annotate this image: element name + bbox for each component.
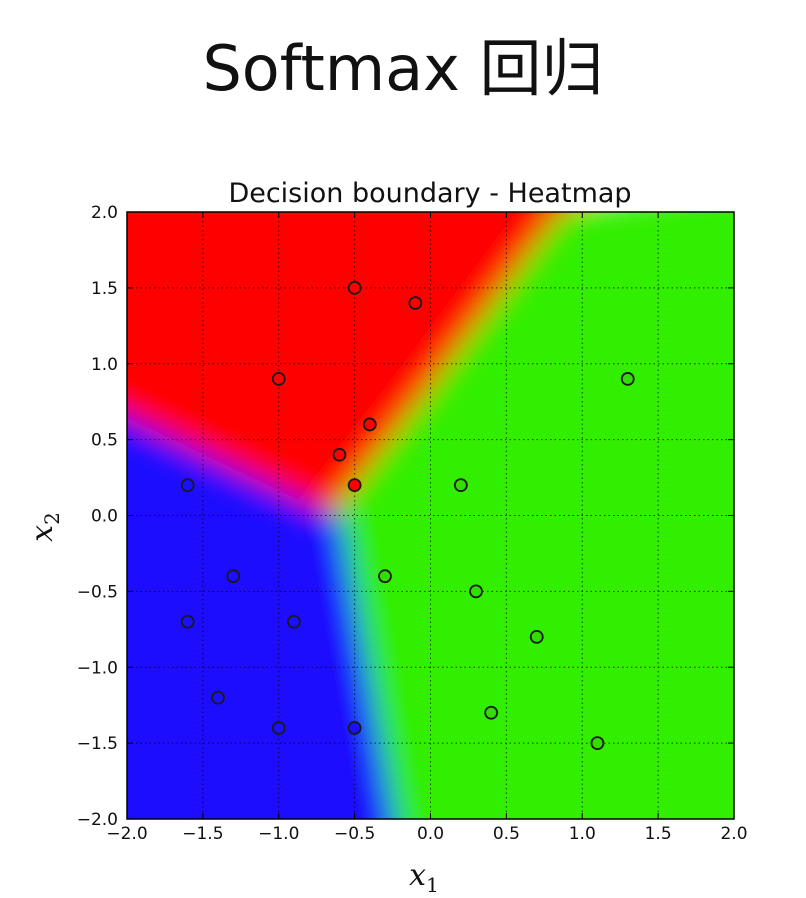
y-tick-label: −0.5	[77, 582, 118, 602]
data-point-green	[378, 569, 392, 584]
data-point-green	[453, 478, 468, 493]
y-axis-label-group: x2	[25, 512, 64, 542]
y-axis-label-sub: 2	[40, 512, 64, 525]
y-tick-label: 0.0	[91, 507, 118, 527]
x-axis-label-sub: 1	[426, 873, 439, 897]
data-point-red	[362, 417, 377, 432]
x-tick-label: 0.5	[493, 824, 520, 844]
data-point-red	[408, 296, 423, 310]
data-point-green	[484, 705, 499, 720]
data-points	[180, 280, 635, 751]
data-point-blue	[287, 614, 301, 629]
x-tick-label: 2.0	[720, 824, 747, 844]
data-point-blue	[226, 569, 241, 584]
heatmap-background	[127, 212, 734, 819]
y-tick-label: −1.0	[77, 658, 118, 678]
data-point-green	[590, 736, 605, 751]
x-axis-label: x1	[409, 858, 439, 897]
data-point-red	[332, 447, 347, 462]
y-tick-label: 1.0	[91, 355, 118, 375]
axis-ticks: −2.0 −1.5 −1.0 −0.5 0.0 0.5 1.0 1.5 2.0 −2.0 −1.5 −…	[77, 203, 748, 844]
data-point-green	[529, 630, 544, 644]
x-tick-label: −0.5	[334, 824, 375, 844]
data-point-blue	[180, 614, 195, 629]
x-tick-label: −1.0	[258, 824, 299, 844]
blue-region	[127, 417, 394, 819]
y-tick-label: 0.5	[91, 431, 118, 451]
data-point-blue	[347, 721, 362, 735]
x-tick-label: 1.5	[645, 824, 672, 844]
x-tick-label: 0.0	[417, 824, 444, 844]
data-point-green	[469, 584, 483, 599]
x-tick-label: 1.0	[569, 824, 596, 844]
data-point-blue	[271, 721, 286, 735]
chart-title: Decision boundary - Heatmap	[228, 178, 631, 209]
data-point-red	[271, 372, 286, 386]
data-point-blue	[211, 690, 225, 705]
y-tick-label: 2.0	[91, 203, 118, 223]
slide-title: Softmax 回归	[202, 32, 604, 105]
y-axis-label: x2	[25, 512, 64, 542]
data-point-red	[347, 478, 362, 493]
y-tick-label: −1.5	[77, 734, 118, 754]
data-point-red	[347, 280, 362, 295]
x-tick-label: −2.0	[106, 824, 147, 844]
data-point-green	[620, 372, 635, 386]
y-axis-label-var: x	[25, 525, 60, 542]
y-tick-label: 1.5	[91, 279, 118, 299]
x-tick-label: −1.5	[182, 824, 223, 844]
x-axis-label-var: x	[409, 858, 426, 893]
data-point-blue	[180, 478, 195, 493]
y-tick-label: −2.0	[77, 810, 118, 830]
